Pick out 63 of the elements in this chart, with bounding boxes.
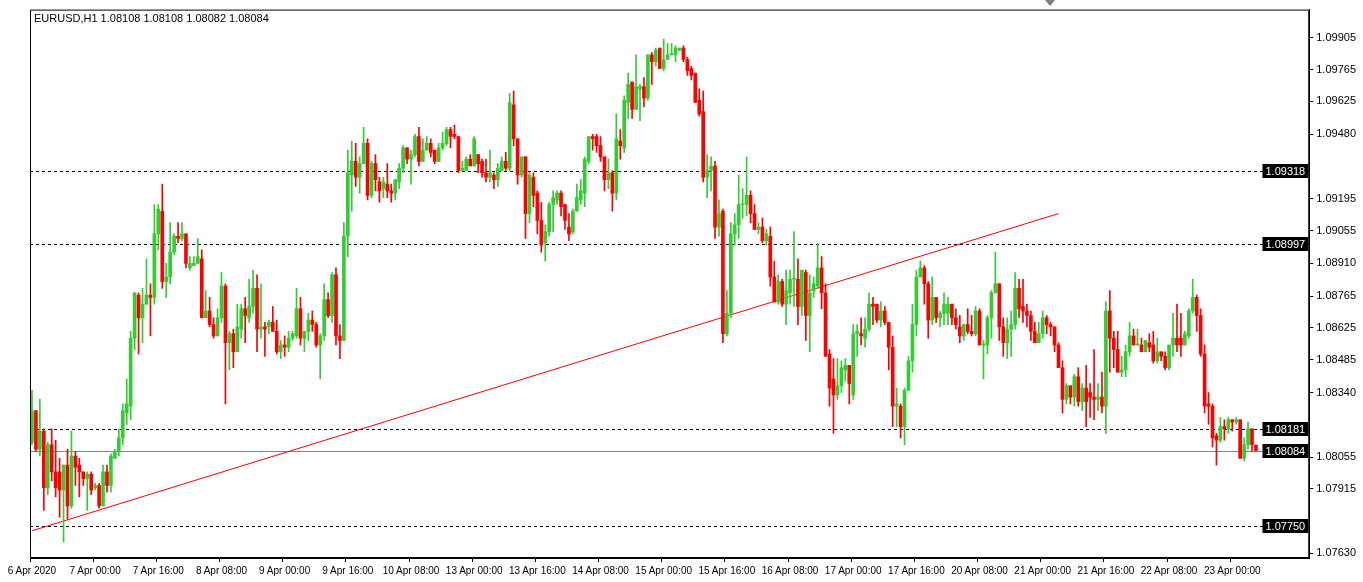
candlestick: [85, 471, 90, 511]
candlestick: [638, 84, 642, 121]
candlestick: [705, 154, 709, 199]
x-tick-label: 15 Apr 00:00: [635, 564, 693, 576]
y-tick-label: 1.08910: [1316, 256, 1356, 269]
candlestick: [176, 222, 180, 244]
x-tick-label: 22 Apr 08:00: [1140, 564, 1198, 576]
y-tick-label: 1.07915: [1316, 481, 1356, 494]
candlestick: [650, 52, 654, 85]
y-tick-label: 1.09195: [1316, 191, 1356, 204]
candlestick: [1179, 312, 1183, 357]
x-tick-label: 7 Apr 16:00: [132, 564, 185, 576]
x-tick-label: 10 Apr 08:00: [382, 564, 440, 576]
candlestick: [243, 297, 248, 344]
ref-line-label: 1.07750: [1265, 519, 1306, 532]
candlestick: [385, 163, 390, 199]
candlestick: [180, 222, 184, 242]
ref-line-label: 1.08084: [1265, 444, 1306, 457]
x-tick-label: 23 Apr 00:00: [1203, 564, 1262, 576]
candlestick: [1175, 303, 1179, 353]
x-tick-label: 13 Apr 16:00: [508, 564, 567, 576]
ref-line-label: 1.08997: [1265, 237, 1306, 250]
x-tick-label: 13 Apr 00:00: [445, 564, 503, 576]
candlestick: [792, 231, 796, 307]
candlestick: [203, 290, 208, 319]
x-tick-label: 9 Apr 16:00: [322, 564, 374, 576]
x-tick-label: 15 Apr 16:00: [698, 564, 756, 576]
chart-title: EURUSD,H1 1.08108 1.08108 1.08082 1.08084: [34, 12, 269, 25]
candlestick: [1092, 349, 1096, 421]
y-tick-label: 1.08485: [1316, 352, 1356, 365]
x-tick-label: 20 Apr 08:00: [951, 564, 1009, 576]
x-tick-label: 21 Apr 16:00: [1077, 564, 1135, 576]
y-tick-label: 1.08340: [1316, 385, 1356, 398]
candlestick: [618, 129, 623, 160]
x-tick-label: 17 Apr 16:00: [888, 564, 946, 576]
y-tick-label: 1.09905: [1316, 30, 1356, 43]
x-tick-label: 7 Apr 00:00: [69, 564, 122, 576]
y-tick-label: 1.09480: [1316, 127, 1356, 140]
candlestick: [1084, 365, 1088, 427]
y-tick-label: 1.09055: [1316, 223, 1356, 236]
y-tick-label: 1.08055: [1316, 450, 1356, 463]
x-tick-label: 6 Apr 2020: [7, 564, 57, 576]
ref-line-label: 1.08181: [1265, 422, 1306, 435]
y-tick-label: 1.09625: [1316, 94, 1356, 107]
candlestick: [871, 297, 875, 325]
candlestick: [551, 190, 555, 233]
y-tick-label: 1.08765: [1316, 289, 1356, 302]
ref-line-label: 1.09318: [1265, 164, 1306, 177]
x-tick-label: 16 Apr 08:00: [761, 564, 819, 576]
candlestick: [1021, 278, 1025, 323]
x-tick-label: 8 Apr 08:00: [195, 564, 248, 576]
y-tick-label: 1.09765: [1316, 62, 1356, 75]
y-tick-label: 1.08625: [1316, 321, 1356, 334]
x-tick-label: 9 Apr 00:00: [259, 564, 311, 576]
candlestick: [859, 317, 863, 346]
candlestick: [1096, 383, 1100, 412]
x-tick-label: 17 Apr 00:00: [824, 564, 883, 576]
x-tick-label: 21 Apr 00:00: [1014, 564, 1072, 576]
y-tick-label: 1.07630: [1316, 546, 1356, 559]
x-tick-label: 14 Apr 08:00: [572, 564, 630, 576]
candlestick: [488, 149, 492, 183]
candlestick: [1100, 371, 1104, 414]
candlestick: [1230, 419, 1235, 432]
